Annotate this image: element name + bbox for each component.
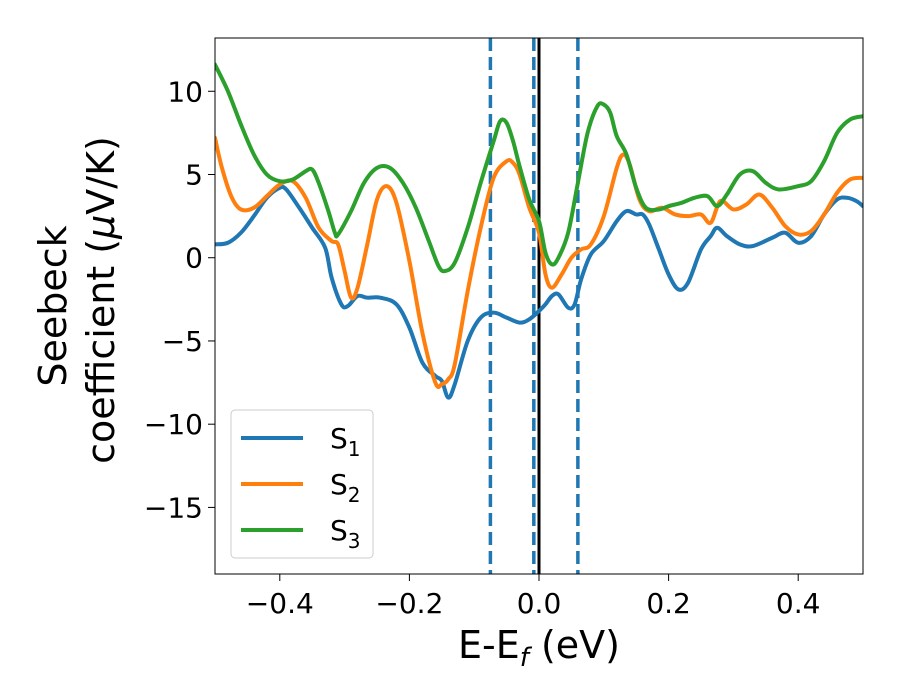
reference-lines <box>488 38 580 574</box>
x-tick-label: 0.2 <box>646 587 691 620</box>
series-lines <box>215 62 863 400</box>
series-line-s1 <box>215 184 863 400</box>
y-tick-label: −5 <box>162 325 203 358</box>
x-tick-label: 0.0 <box>517 587 562 620</box>
y-axis-label: Seebeck coefficient (μV/K) <box>31 136 123 464</box>
y-tick-label: 10 <box>167 75 203 108</box>
x-axis-label-suffix: (eV) <box>529 623 620 667</box>
legend: S1 S2 S3 <box>230 409 374 559</box>
y-axis-label-suffix: V/K) <box>79 136 123 215</box>
x-tick-label: 0.4 <box>776 587 821 620</box>
y-axis-label-mu: μ <box>79 215 123 240</box>
x-axis-label: E-Ef (eV) <box>458 623 620 673</box>
series-line-s3 <box>215 62 863 274</box>
legend-label-s1: S1 <box>330 422 361 461</box>
y-axis-ticks: 10 5 0 −5 −10 −15 <box>144 75 215 524</box>
y-tick-label: 0 <box>185 242 203 275</box>
x-axis-ticks: −0.4 −0.2 0.0 0.2 0.4 <box>246 574 821 620</box>
y-axis-label-line1: Seebeck <box>31 225 75 386</box>
legend-label-s3: S3 <box>330 514 361 553</box>
y-axis-label-prefix: coefficient ( <box>79 239 123 464</box>
x-axis-label-main: E-E <box>458 623 520 667</box>
y-axis-label-line2: coefficient (μV/K) <box>79 136 123 464</box>
y-tick-label: 5 <box>185 158 203 191</box>
y-tick-label: −15 <box>144 491 203 524</box>
x-tick-label: −0.4 <box>246 587 314 620</box>
legend-label-s2: S2 <box>330 468 361 507</box>
y-tick-label: −10 <box>144 408 203 441</box>
x-tick-label: −0.2 <box>375 587 443 620</box>
